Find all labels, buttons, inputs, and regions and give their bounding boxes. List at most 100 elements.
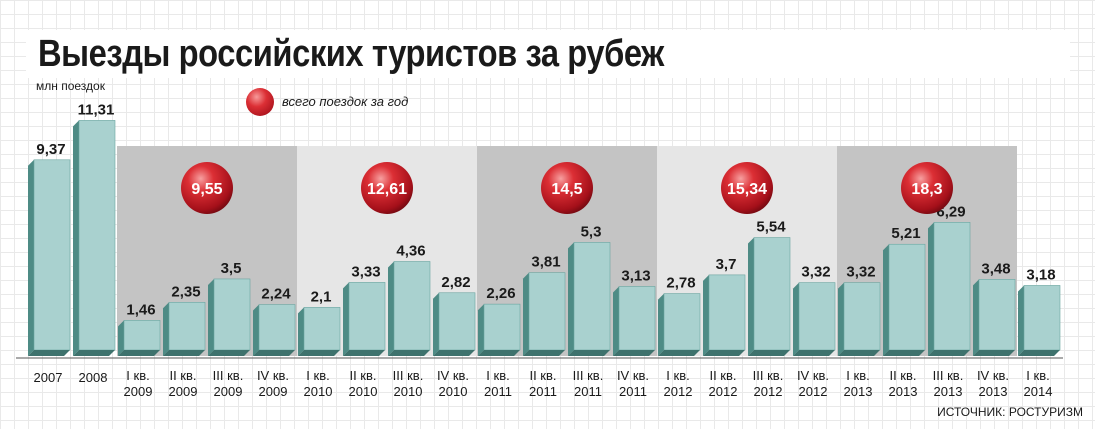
bar-22 — [1018, 285, 1061, 356]
x-tick-label-year: 2013 — [979, 384, 1008, 399]
x-tick-label-year: 2010 — [439, 384, 468, 399]
x-tick-label: 2008 — [79, 370, 108, 385]
bar-front — [978, 279, 1016, 351]
yearly-total-label: 15,34 — [727, 181, 767, 198]
bar-value-label: 3,18 — [1026, 266, 1055, 283]
yearly-total-ball — [541, 162, 593, 214]
bar-front — [348, 282, 386, 351]
bar-base — [253, 350, 295, 356]
bar-value-label: 2,78 — [666, 275, 695, 292]
bar-10 — [478, 303, 521, 356]
bar-value-label: 2,26 — [486, 285, 515, 302]
legend-label: всего поездок за год — [282, 94, 409, 109]
bar-16 — [748, 237, 791, 356]
x-tick-label: II кв. — [709, 368, 736, 383]
bar-21 — [973, 279, 1016, 356]
bar-side — [613, 286, 619, 356]
bar-14 — [658, 293, 701, 356]
bar-front — [798, 282, 836, 351]
x-tick-label-year: 2009 — [124, 384, 153, 399]
x-tick-label: II кв. — [349, 368, 376, 383]
bar-value-label: 3,81 — [531, 254, 560, 271]
x-tick-label-year: 2010 — [349, 384, 378, 399]
bar-base — [73, 350, 115, 356]
x-tick-label: III кв. — [753, 368, 784, 383]
bar-front — [123, 320, 161, 351]
bar-front — [258, 304, 296, 351]
bar-12 — [568, 242, 611, 356]
bar-side — [928, 222, 934, 356]
x-tick-label: III кв. — [933, 368, 964, 383]
bar-value-label: 11,31 — [78, 101, 115, 118]
bar-4 — [208, 278, 251, 356]
bar-base — [748, 350, 790, 356]
bar-side — [343, 282, 349, 356]
bar-front — [483, 303, 521, 351]
x-tick-label: II кв. — [169, 368, 196, 383]
bar-front — [213, 278, 251, 351]
bar-5 — [253, 304, 296, 356]
bar-value-label: 5,3 — [581, 223, 602, 240]
yearly-total-ball — [181, 162, 233, 214]
yearly-total-ball — [901, 162, 953, 214]
bar-front — [708, 274, 746, 351]
bar-front — [843, 282, 881, 351]
bar-value-label: 4,36 — [396, 242, 425, 259]
bar-6 — [298, 307, 341, 356]
bar-base — [118, 350, 160, 356]
bar-value-label: 5,21 — [891, 225, 920, 242]
bar-side — [388, 261, 394, 356]
x-tick-label-year: 2012 — [754, 384, 783, 399]
bar-base — [793, 350, 835, 356]
bar-base — [658, 350, 700, 356]
bar-side — [163, 302, 169, 356]
bar-3 — [163, 301, 206, 356]
bar-side — [658, 293, 664, 356]
yearly-total-label: 18,3 — [911, 181, 942, 198]
bar-value-label: 3,33 — [351, 263, 380, 280]
bar-side — [973, 279, 979, 356]
bar-base — [973, 350, 1015, 356]
bar-base — [208, 350, 250, 356]
bar-side — [253, 304, 259, 356]
bar-front — [168, 301, 206, 351]
bar-side — [433, 292, 439, 356]
bar-front — [663, 293, 701, 351]
bar-base — [703, 350, 745, 356]
x-tick-label: I кв. — [486, 368, 509, 383]
bar-side — [1018, 285, 1024, 356]
bar-9 — [433, 292, 476, 356]
y-axis-unit-label: млн поездок — [36, 79, 105, 93]
x-tick-label-year: 2010 — [304, 384, 333, 399]
bar-side — [703, 274, 709, 356]
bar-side — [118, 320, 124, 356]
yearly-total-label: 12,61 — [367, 181, 407, 198]
x-tick-label-year: 2014 — [1024, 384, 1053, 399]
bar-13 — [613, 286, 656, 356]
bar-front — [303, 307, 341, 351]
bar-side — [568, 242, 574, 356]
bar-15 — [703, 274, 746, 356]
bar-value-label: 2,24 — [261, 286, 291, 303]
bar-base — [28, 350, 70, 356]
x-tick-label: I кв. — [306, 368, 329, 383]
x-tick-label: IV кв. — [617, 368, 649, 383]
bar-value-label: 5,54 — [756, 219, 786, 236]
x-tick-label-year: 2012 — [709, 384, 738, 399]
bar-base — [613, 350, 655, 356]
bar-base — [838, 350, 880, 356]
bar-2 — [118, 320, 161, 356]
bar-18 — [838, 282, 881, 356]
bar-front — [438, 292, 476, 351]
bar-front — [393, 261, 431, 351]
bar-front — [933, 222, 971, 351]
x-tick-label: I кв. — [126, 368, 149, 383]
bar-side — [793, 282, 799, 356]
bar-base — [433, 350, 475, 356]
bar-side — [883, 244, 889, 356]
bar-base — [568, 350, 610, 356]
x-tick-label-year: 2011 — [529, 384, 557, 399]
bar-value-label: 2,1 — [311, 288, 332, 305]
x-tick-label: 2007 — [34, 370, 63, 385]
